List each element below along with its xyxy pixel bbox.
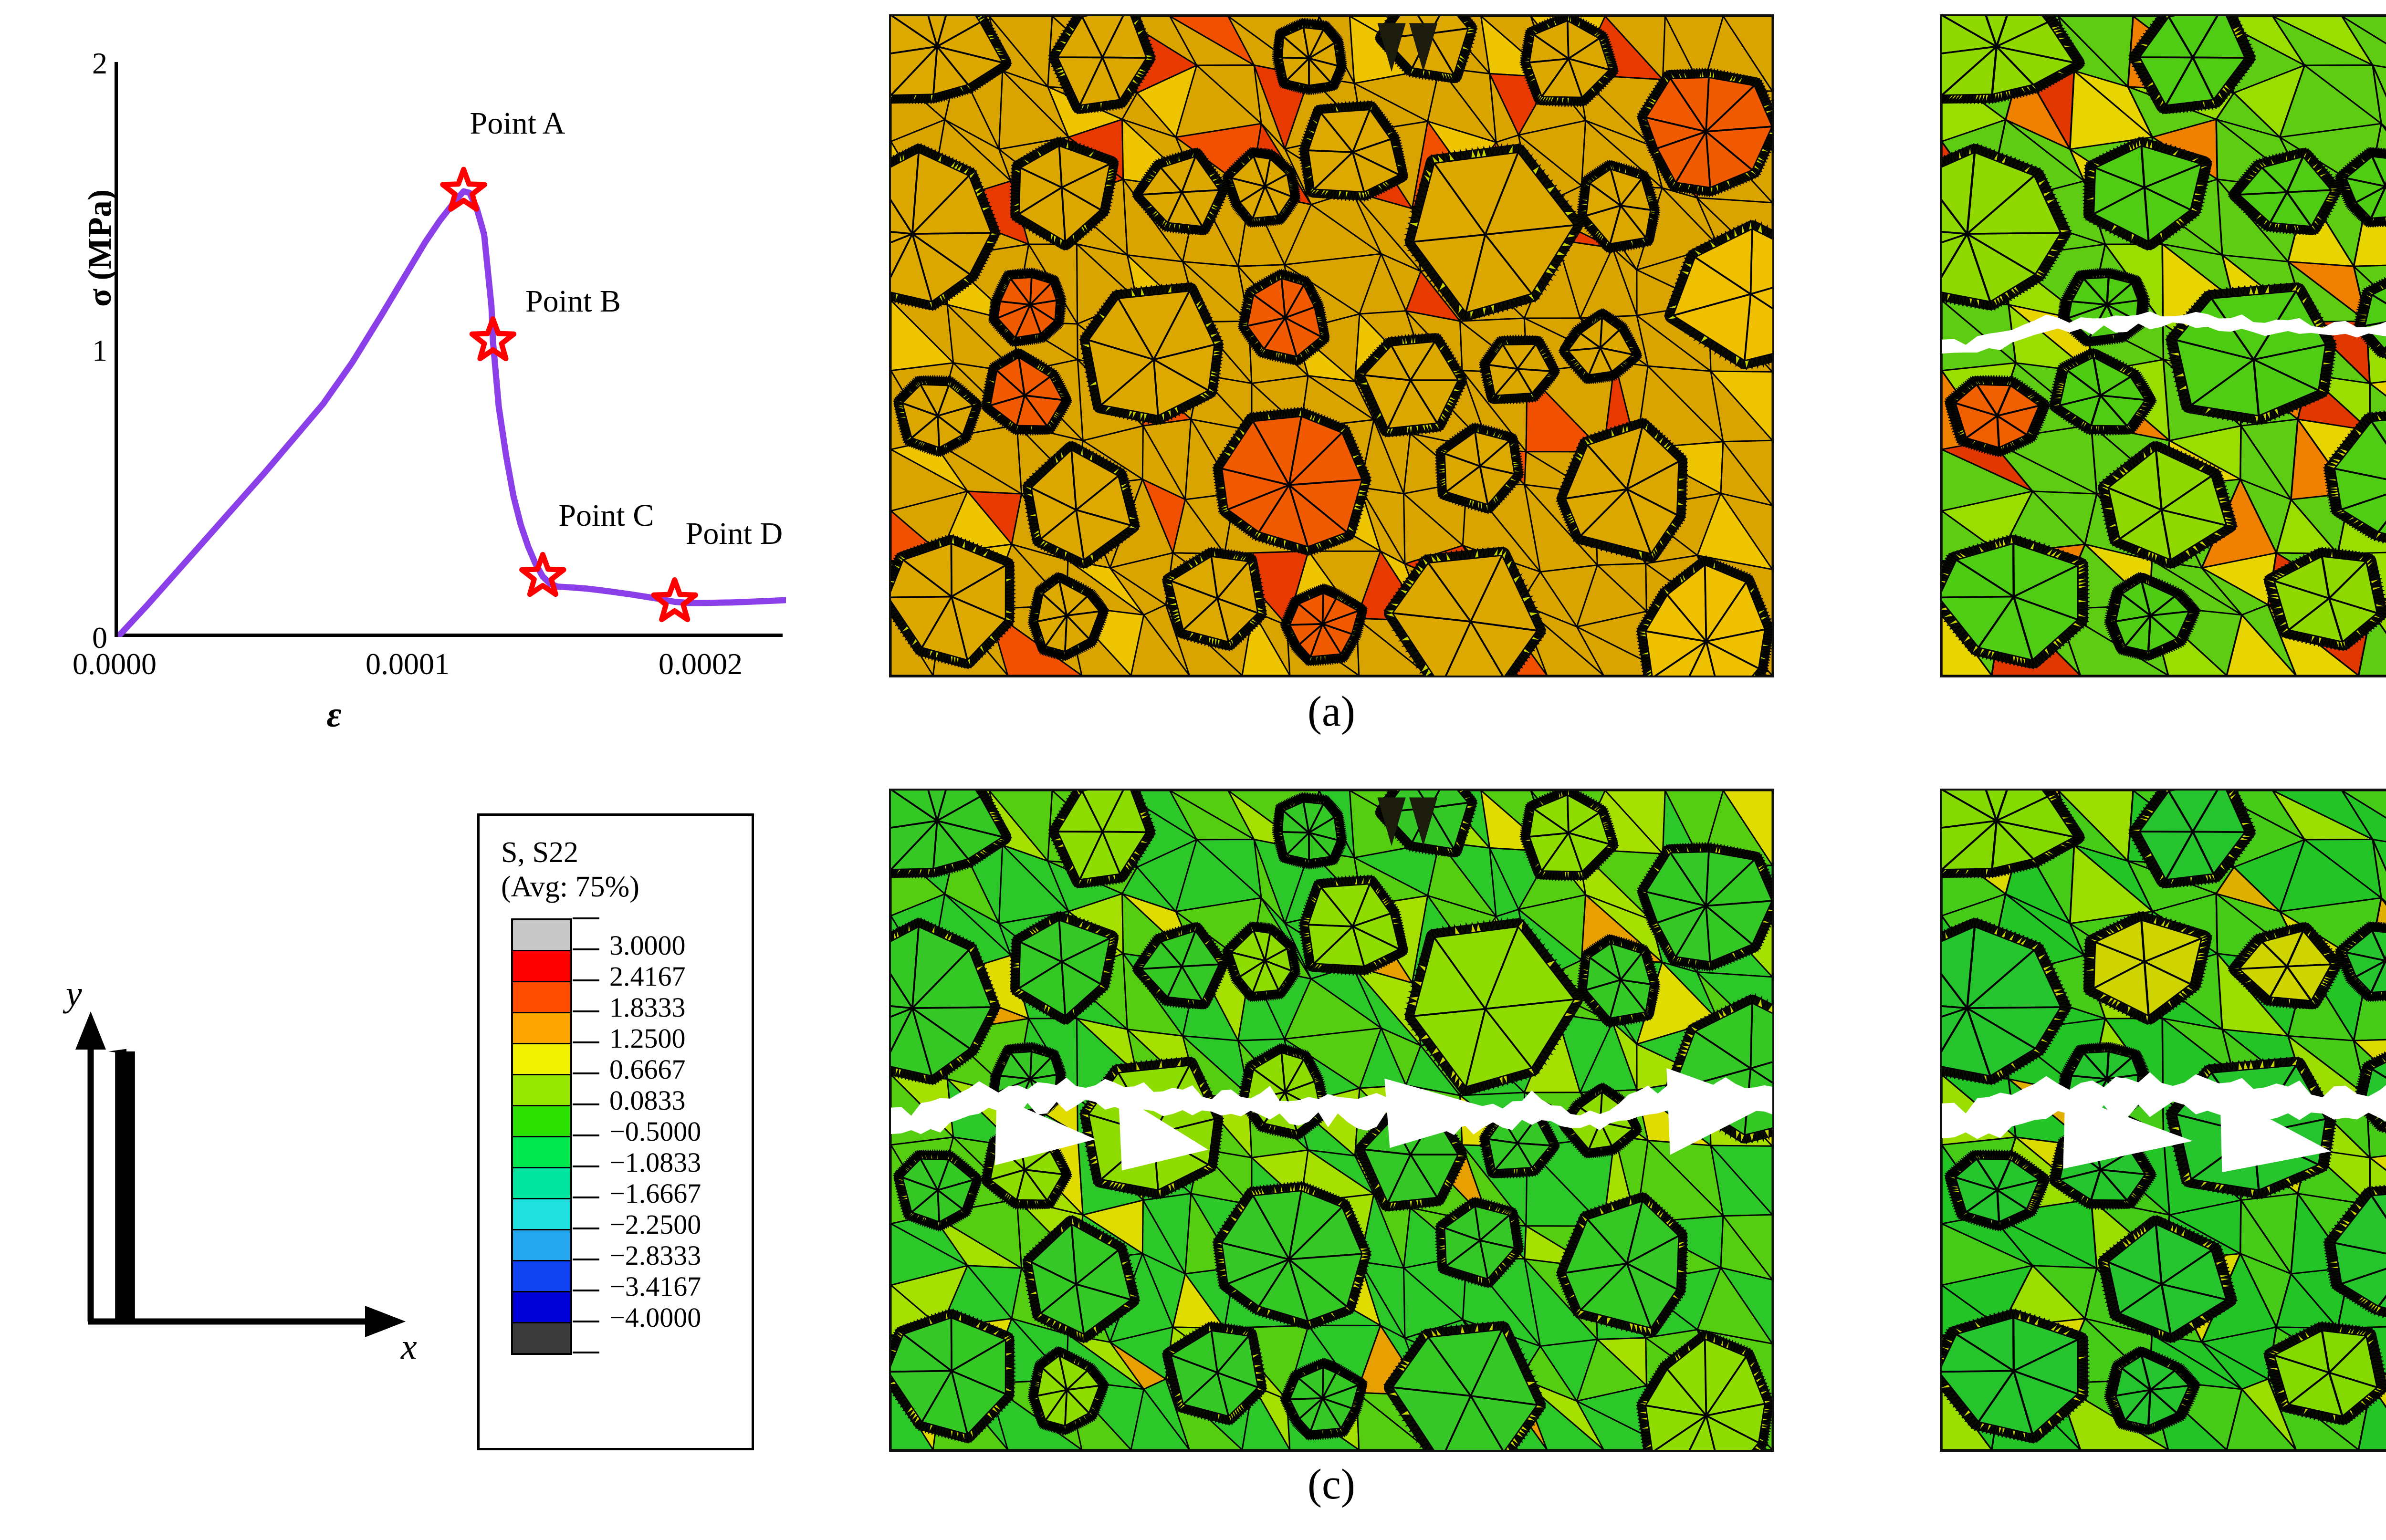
x-tick-label-0: 0.0000 (73, 647, 157, 681)
fem-contour-d (1942, 791, 2386, 1450)
axis-triad-lines (75, 1011, 406, 1337)
panel-caption-c: (c) (1308, 1461, 1355, 1508)
y-tick-label-2: 2 (92, 46, 107, 80)
crack-opening (1942, 1072, 2386, 1173)
legend-tick-10 (573, 1228, 599, 1229)
legend-swatch-11 (513, 1261, 570, 1292)
legend-swatch-8 (513, 1168, 570, 1199)
legend-swatch-7 (513, 1137, 570, 1168)
point-marker-point-c (519, 551, 566, 597)
crack-void-wedge-0 (994, 1096, 1096, 1165)
legend-tick-13 (573, 1321, 599, 1322)
legend-value-9: −2.2500 (609, 1209, 701, 1240)
stress-strain-curve (118, 188, 786, 637)
panel-caption-b: (b) (2369, 687, 2386, 736)
aggregate-grains (891, 791, 1772, 1450)
legend-value-3: 1.2500 (609, 1023, 686, 1054)
crack-opening (891, 1068, 1772, 1171)
axis-triad-svg (108, 1049, 135, 1323)
fem-panel-c (889, 789, 1774, 1452)
legend-colorbar (511, 918, 572, 1355)
fem-panel-a (889, 14, 1774, 677)
crack-void-wedge-0 (2063, 1094, 2193, 1169)
legend-swatch-6 (513, 1106, 570, 1137)
legend-swatch-5 (513, 1075, 570, 1106)
legend-swatch-2 (513, 982, 570, 1013)
legend-tick-11 (573, 1259, 599, 1260)
legend-swatch-0 (513, 920, 570, 951)
fem-panel-d (1940, 789, 2386, 1452)
y-tick-label-1: 1 (92, 333, 107, 367)
legend-tick-5 (573, 1072, 599, 1074)
fem-contour-b (1942, 16, 2386, 676)
legend-swatch-3 (513, 1013, 570, 1044)
crack-void-wedge-1 (1118, 1094, 1208, 1171)
notch-indicator (1377, 23, 1438, 72)
legend-tick-14 (573, 1352, 599, 1353)
x-tick-label-2: 0.0002 (659, 647, 743, 681)
legend-value-5: 0.0833 (609, 1085, 686, 1116)
legend-tick-3 (573, 1010, 599, 1012)
legend-swatch-1 (513, 951, 570, 982)
stress-strain-chart: 2 1 0 0.0000 0.0001 0.0002 σ (MPa) ε Poi… (0, 0, 864, 763)
crack-void-wedge-2 (1384, 1078, 1508, 1148)
axis-triad: y x (66, 974, 453, 1374)
panel-caption-a: (a) (1308, 688, 1355, 735)
legend-value-8: −1.6667 (609, 1178, 701, 1209)
legend-tick-7 (573, 1134, 599, 1136)
aggregate-grains (1942, 16, 2386, 669)
legend-swatch-13 (513, 1323, 570, 1353)
legend-swatch-4 (513, 1044, 570, 1075)
legend-tick-6 (573, 1103, 599, 1105)
legend-value-12: −4.0000 (609, 1302, 701, 1333)
fem-panel-b (1940, 14, 2386, 677)
x-axis-title: ε (326, 695, 342, 735)
point-label-point-c: Point C (558, 498, 654, 533)
legend-tick-4 (573, 1041, 599, 1043)
legend-tick-8 (573, 1165, 599, 1167)
axis-label-y: y (66, 974, 82, 1014)
legend-value-11: −3.4167 (609, 1271, 701, 1302)
fem-contour-c (891, 791, 1772, 1450)
panel-caption-d: (d) (2369, 1460, 2386, 1509)
plot-frame (115, 62, 786, 637)
legend-swatch-12 (513, 1292, 570, 1323)
legend-title: S, S22 (Avg: 75%) (501, 836, 639, 903)
y-tick-label-0: 0 (92, 621, 107, 655)
point-label-point-b: Point B (525, 284, 621, 319)
point-marker-point-b (469, 316, 517, 362)
legend-value-1: 2.4167 (609, 961, 686, 992)
point-marker-point-a (440, 166, 487, 212)
notch-indicator (1377, 797, 1438, 846)
axis-label-x: x (401, 1327, 417, 1367)
aggregate-grains (891, 16, 1772, 676)
legend-value-0: 3.0000 (609, 930, 686, 961)
crack-opening (1942, 311, 2386, 354)
legend-tick-0 (573, 917, 599, 919)
legend-tick-1 (573, 948, 599, 950)
legend-tick-12 (573, 1290, 599, 1291)
legend-swatch-9 (513, 1199, 570, 1230)
legend-value-4: 0.6667 (609, 1054, 686, 1085)
point-marker-point-d (651, 577, 698, 623)
fem-contour-a (891, 16, 1772, 676)
legend-tick-2 (573, 979, 599, 981)
legend-value-6: −0.5000 (609, 1116, 701, 1147)
legend-value-2: 1.8333 (609, 992, 686, 1023)
point-label-point-a: Point A (470, 106, 565, 141)
y-axis-title: σ (MPa) (82, 189, 118, 307)
contour-legend: S, S22 (Avg: 75%) 3.0000 2.4167 1.8333 1.25… (477, 813, 754, 1450)
crack-void-wedge-3 (1666, 1068, 1769, 1155)
legend-value-7: −1.0833 (609, 1147, 701, 1178)
legend-tick-9 (573, 1197, 599, 1198)
legend-swatch-10 (513, 1230, 570, 1261)
point-label-point-d: Point D (685, 516, 783, 551)
stress-strain-plot-svg (118, 166, 786, 637)
legend-value-10: −2.8333 (609, 1240, 701, 1271)
x-tick-label-1: 0.0001 (366, 647, 450, 681)
crack-void-wedge-1 (2220, 1092, 2331, 1173)
